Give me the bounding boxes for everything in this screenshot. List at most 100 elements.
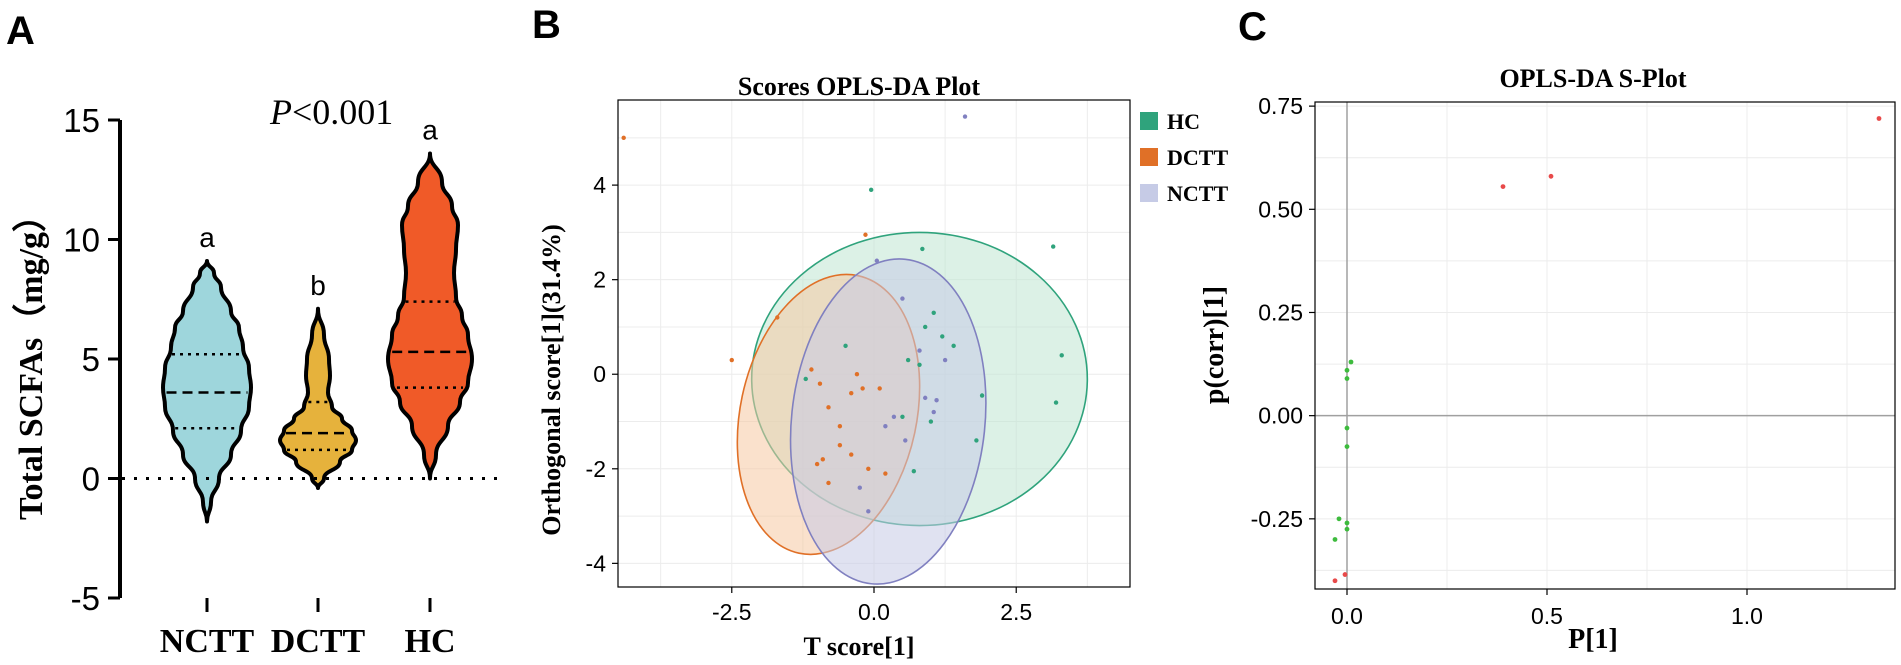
s-plot-points [1332, 116, 1882, 584]
s-point-green [1344, 526, 1350, 532]
legend-swatch-nctt [1140, 184, 1158, 202]
score-point-hc [843, 343, 848, 349]
score-point-hc [920, 246, 925, 252]
score-point-dctt [863, 232, 868, 237]
s-point-red [1548, 173, 1554, 179]
panel-label-b: B [532, 3, 561, 47]
x-ticks-a: NCTT DCTT HC [160, 598, 456, 660]
s-point-red [1332, 578, 1338, 584]
score-point-dctt [849, 390, 854, 396]
score-point-nctt [891, 414, 897, 419]
s-point-green [1348, 359, 1354, 365]
panel-label-c: C [1238, 5, 1267, 49]
sig-letter-hc: a [422, 114, 438, 145]
x-tick-label-b: -2.5 [712, 599, 752, 625]
sig-letter-dctt: b [310, 270, 326, 301]
ellipse-nctt [789, 258, 987, 585]
x-tick-label-b: 0.0 [858, 599, 890, 625]
score-point-nctt [923, 395, 928, 401]
violin-chart: -5 0 5 10 15 NCTT DCTT HC a b a P<0.001 Total SC… [11, 92, 505, 660]
s-point-green [1344, 425, 1350, 431]
s-point-red [1876, 116, 1882, 121]
score-point-dctt [854, 372, 860, 377]
score-point-nctt [866, 509, 871, 514]
score-point-hc [1059, 353, 1064, 358]
scores-plot: -2.5 0.0 2.5 -4 -2 0 2 4 Scores OPLS-DA Plot T … [537, 72, 1228, 661]
y-tick-label-b: 2 [593, 267, 606, 293]
score-point-hc [868, 187, 874, 193]
score-point-dctt [837, 424, 843, 429]
ticks-b: -2.5 0.0 2.5 -4 -2 0 2 4 [586, 172, 1033, 625]
score-point-dctt [826, 480, 831, 486]
y-tick-label-c: -0.25 [1251, 506, 1303, 532]
s-point-green [1336, 516, 1342, 522]
p-value-annotation: P<0.001 [269, 92, 393, 132]
x-tick-label-a: NCTT [160, 623, 255, 660]
score-point-hc [928, 419, 934, 424]
score-point-hc [1053, 400, 1059, 405]
x-axis-label-c: P[1] [1568, 624, 1618, 655]
score-point-nctt [931, 409, 936, 415]
chart-title-b: Scores OPLS-DA Plot [738, 72, 981, 101]
plot-frame-c [1314, 101, 1896, 590]
score-point-hc [974, 438, 979, 443]
y-tick-label-c: 0.75 [1258, 93, 1303, 119]
y-tick-label-a: 15 [63, 102, 100, 139]
confidence-ellipses [736, 231, 1089, 585]
score-point-nctt [917, 348, 922, 353]
score-point-hc [911, 468, 917, 474]
y-tick-label-a: 0 [82, 461, 100, 498]
chart-title-c: OPLS-DA S-Plot [1499, 64, 1686, 93]
p-value-rest: <0.001 [292, 92, 393, 132]
x-tick-label-c: 1.0 [1731, 603, 1763, 629]
panel-label-a: A [6, 9, 35, 53]
score-point-nctt [874, 258, 880, 263]
x-tick-label-c: 0.5 [1531, 603, 1563, 629]
s-point-green [1344, 444, 1350, 450]
x-tick-label-a: DCTT [271, 623, 366, 660]
score-point-dctt [826, 405, 831, 410]
score-point-dctt [621, 135, 626, 141]
y-tick-label-a: 10 [63, 222, 100, 259]
x-tick-label-b: 2.5 [1000, 599, 1032, 625]
y-tick-label-b: -2 [586, 456, 606, 482]
score-point-hc [803, 376, 808, 382]
y-tick-label-c: 0.50 [1258, 196, 1303, 222]
score-point-dctt [877, 386, 882, 391]
grid-c [1315, 102, 1895, 589]
s-point-green [1332, 537, 1338, 542]
score-point-dctt [849, 452, 854, 457]
s-point-red [1500, 184, 1506, 190]
score-point-nctt [962, 114, 968, 119]
score-point-dctt [883, 471, 888, 476]
ticks-c: 0.0 0.5 1.0 -0.25 0.00 0.25 0.50 0.75 [1251, 93, 1763, 629]
y-axis-label-c: p(corr)[1] [1199, 286, 1230, 404]
score-point-dctt [809, 367, 814, 372]
score-point-dctt [814, 461, 820, 467]
score-point-hc [931, 310, 936, 315]
score-point-dctt [837, 442, 843, 448]
score-point-nctt [900, 296, 905, 301]
y-tick-label-c: 0.25 [1258, 299, 1303, 325]
sig-letter-nctt: a [199, 222, 215, 253]
violin-hc [386, 151, 474, 481]
score-point-dctt [860, 386, 865, 391]
score-points [621, 114, 1064, 514]
score-point-hc [905, 357, 911, 363]
score-point-hc [900, 414, 905, 419]
score-point-hc [979, 393, 985, 398]
score-point-dctt [817, 381, 823, 386]
legend-label-nctt: NCTT [1167, 181, 1228, 206]
score-point-nctt [942, 357, 948, 363]
y-axis-label-b: Orthogonal score[1](31.4%) [537, 224, 566, 535]
y-tick-label-b: -4 [586, 550, 607, 576]
score-point-nctt [934, 398, 939, 403]
y-ticks-a: -5 0 5 10 15 [63, 102, 120, 617]
s-point-green [1344, 376, 1350, 381]
score-point-hc [1051, 244, 1056, 249]
score-point-dctt [775, 315, 780, 320]
significance-letters: a b a [199, 114, 438, 300]
y-tick-label-a: 5 [82, 341, 100, 378]
score-point-dctt [866, 466, 871, 471]
